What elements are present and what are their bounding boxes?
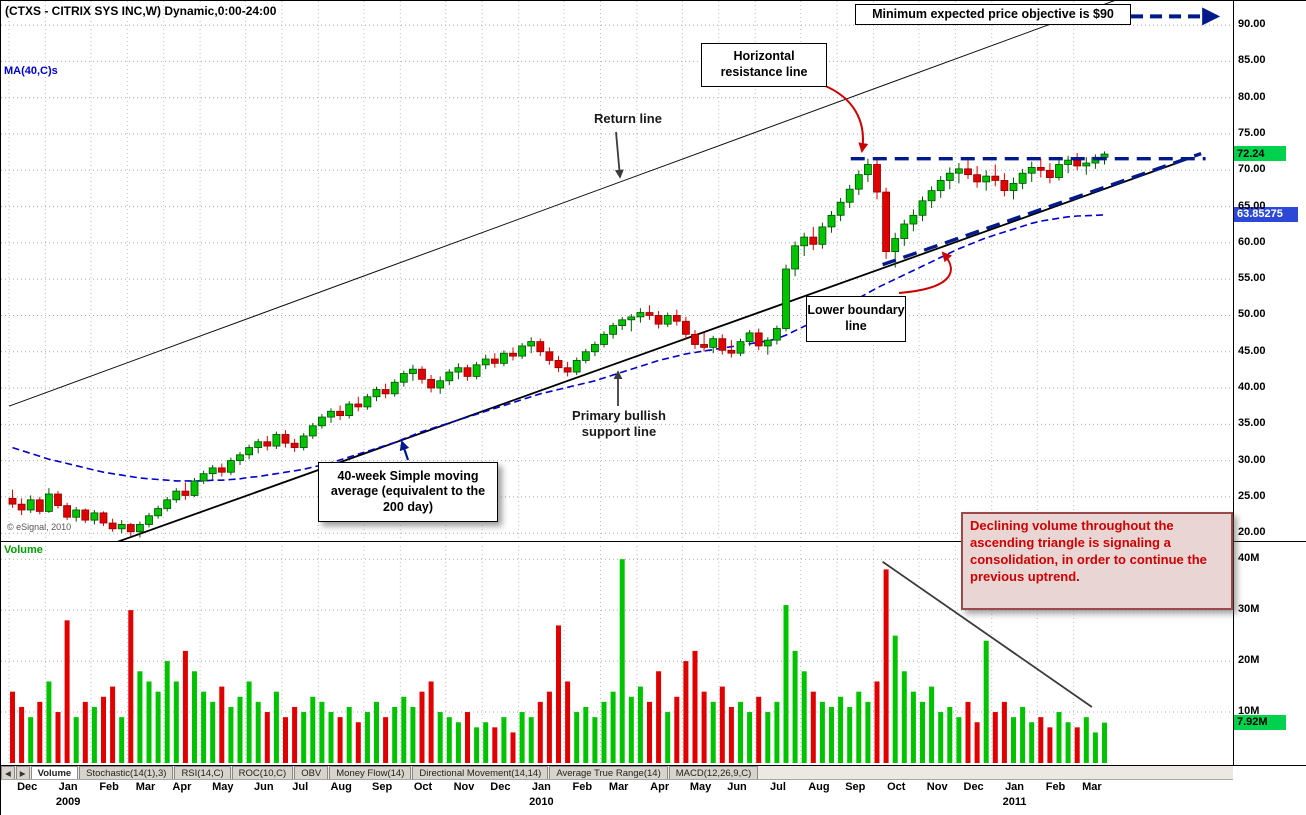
month-label: Apr xyxy=(650,781,670,793)
month-label: Feb xyxy=(572,781,593,793)
tab-roc-10-c[interactable]: ROC(10,C) xyxy=(231,766,294,779)
lower-boundary-note: Lower boundary line xyxy=(806,296,906,342)
month-label: Aug xyxy=(330,781,352,793)
lower-boundary-trendline xyxy=(882,152,1202,267)
return-pointer-arrow xyxy=(614,131,624,179)
esignal-copyright: © eSignal, 2010 xyxy=(7,522,72,532)
price-objective-note: Minimum expected price objective is $90 xyxy=(855,4,1131,25)
last-volume-flag: 7.92M xyxy=(1234,714,1286,730)
price-tick-label: 50.00 xyxy=(1238,308,1266,321)
declining-volume-note: Declining volume throughout the ascendin… xyxy=(961,512,1233,610)
month-label: Apr xyxy=(172,781,192,793)
month-label: Jan xyxy=(531,781,551,793)
tabs-scroll-left-button[interactable]: ◀ xyxy=(1,766,15,779)
month-label: Jun xyxy=(254,781,274,793)
sma-note: 40-week Simple moving average (equivalen… xyxy=(318,462,498,522)
volume-tick-label: 40M xyxy=(1238,552,1260,565)
year-label: 2010 xyxy=(529,796,554,808)
month-label: Aug xyxy=(808,781,830,793)
price-tick-label: 35.00 xyxy=(1238,417,1266,430)
volume-axis: 40M 30M 20M 10M xyxy=(1238,1,1300,815)
month-label: Oct xyxy=(413,781,433,793)
month-label: Jan xyxy=(1005,781,1025,793)
tab-volume[interactable]: Volume xyxy=(30,766,79,779)
tabs-scroll-right-button[interactable]: ▶ xyxy=(15,766,30,779)
month-label: Dec xyxy=(490,781,511,793)
tab-stochastic-14-1-3[interactable]: Stochastic(14(1),3) xyxy=(79,766,174,779)
ma-value-flag: 63.85275 xyxy=(1234,206,1298,222)
tab-obv[interactable]: OBV xyxy=(294,766,329,779)
month-label: Jul xyxy=(769,781,786,793)
tab-rsi-14-c[interactable]: RSI(14,C) xyxy=(174,766,231,779)
volume-panel-label: Volume xyxy=(4,544,43,556)
month-label: Nov xyxy=(453,781,475,793)
support-line-label: Primary bullish support line xyxy=(572,408,666,440)
price-tick-label: 90.00 xyxy=(1238,18,1266,31)
tab-money-flow-14[interactable]: Money Flow(14) xyxy=(329,766,412,779)
price-tick-label: 30.00 xyxy=(1238,453,1266,466)
resistance-pointer-arrow xyxy=(822,84,869,153)
month-label: May xyxy=(689,781,712,793)
month-label: Dec xyxy=(963,781,984,793)
return-line-label: Return line xyxy=(594,111,662,126)
boundary-pointer-arrow xyxy=(898,251,953,294)
ma-legend: MA(40,C)s xyxy=(4,65,58,77)
month-label: Oct xyxy=(887,781,906,793)
price-tick-label: 65.00 xyxy=(1238,199,1266,212)
volume-panel-layer xyxy=(1,546,1233,763)
study-tabs: ◀ ▶ Volume Stochastic(14(1),3) RSI(14,C) ROC(… xyxy=(1,766,1233,780)
month-label: Mar xyxy=(608,781,629,793)
price-tick-label: 60.00 xyxy=(1238,235,1266,248)
year-label: 2011 xyxy=(1002,796,1027,808)
month-label: Jul xyxy=(292,781,309,793)
price-tick-label: 70.00 xyxy=(1238,163,1266,176)
month-label: Mar xyxy=(135,781,156,793)
return-trendline xyxy=(8,1,1115,407)
month-label: Nov xyxy=(926,781,948,793)
month-label: Jan xyxy=(58,781,78,793)
month-label: Sep xyxy=(845,781,866,793)
price-tick-label: 25.00 xyxy=(1238,489,1266,502)
volume-decline-trendline xyxy=(882,560,1093,708)
price-tick-label: 40.00 xyxy=(1238,381,1266,394)
price-tick-label: 80.00 xyxy=(1238,90,1266,103)
price-tick-label: 75.00 xyxy=(1238,127,1266,139)
price-panel-layer xyxy=(1,1,1233,542)
chart-title: (CTXS - CITRIX SYS INC,W) Dynamic,0:00-2… xyxy=(5,4,277,18)
time-axis: Dec Jan Feb Mar Apr May Jun Jul Aug Sep Oct Nov Dec J… xyxy=(1,780,1241,814)
month-label: Mar xyxy=(1082,781,1102,793)
month-label: Feb xyxy=(1045,781,1066,793)
month-label: Dec xyxy=(17,781,38,793)
volume-bars xyxy=(10,559,1107,763)
month-label: May xyxy=(212,781,234,793)
resistance-line-note: Horizontal resistance line xyxy=(701,43,827,87)
price-tick-label: 45.00 xyxy=(1238,344,1266,357)
month-label: Feb xyxy=(99,781,119,793)
tab-average-true-range-14[interactable]: Average True Range(14) xyxy=(549,766,668,779)
volume-tick-label: 30M xyxy=(1238,603,1260,616)
volume-tick-label: 20M xyxy=(1238,654,1260,667)
candles-layer xyxy=(8,151,1109,538)
tab-macd-12-26-9-c[interactable]: MACD(12,26,9,C) xyxy=(668,766,759,779)
sma-pointer-arrow xyxy=(399,440,410,461)
last-price-flag: 72.24 xyxy=(1234,146,1286,162)
support-trendline xyxy=(114,156,1193,542)
price-tick-label: 55.00 xyxy=(1238,272,1266,285)
month-label: Jun xyxy=(727,781,747,793)
month-label: Sep xyxy=(372,781,393,793)
tab-directional-movement-14-14[interactable]: Directional Movement(14,14) xyxy=(412,766,549,779)
price-axis: 90.00 85.00 80.00 75.00 70.00 65.00 60.00 55.00… xyxy=(1238,1,1300,815)
price-tick-label: 20.00 xyxy=(1238,526,1266,539)
ma40-line xyxy=(12,214,1105,482)
price-tick-label: 85.00 xyxy=(1238,54,1266,67)
volume-tick-label: 10M xyxy=(1238,705,1260,718)
year-label: 2009 xyxy=(55,796,81,808)
